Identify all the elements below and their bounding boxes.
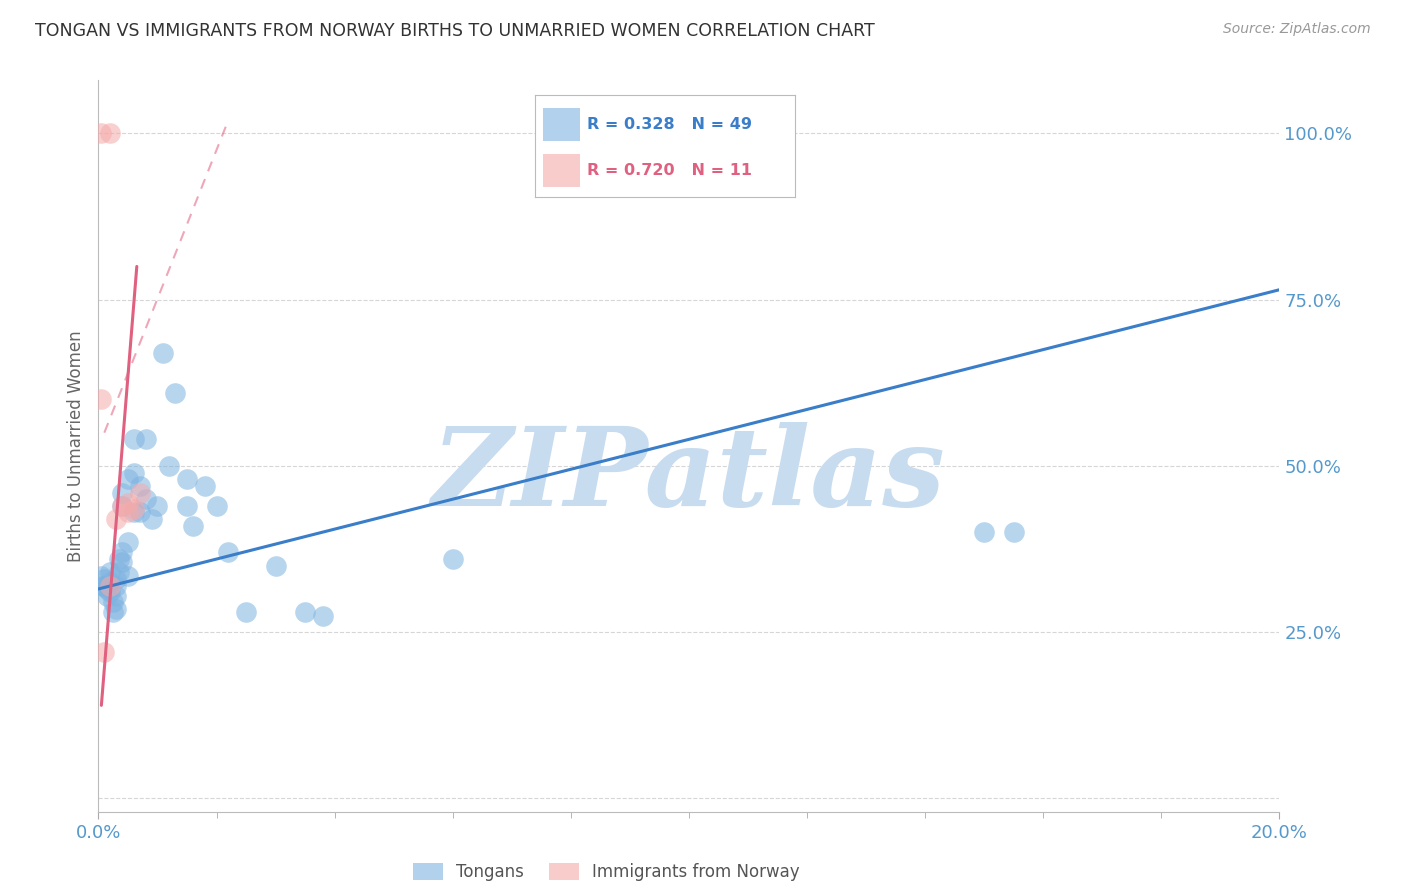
Point — [146, 499, 169, 513]
Point — [176, 499, 198, 513]
Point — [105, 572, 128, 586]
Point — [135, 492, 157, 507]
Point — [122, 466, 145, 480]
Point — [122, 506, 145, 520]
Point — [176, 472, 198, 486]
Point — [128, 506, 150, 520]
Point — [105, 602, 128, 616]
Point — [217, 545, 239, 559]
Point — [93, 572, 115, 586]
Point — [117, 506, 139, 520]
Point — [122, 502, 145, 516]
Point — [108, 552, 131, 566]
Point — [103, 605, 125, 619]
Point — [111, 555, 134, 569]
Point — [105, 589, 128, 603]
Point — [128, 479, 150, 493]
Point — [117, 568, 139, 582]
Point — [105, 579, 128, 593]
Point — [141, 512, 163, 526]
Point — [312, 608, 335, 623]
Point — [90, 127, 112, 141]
Point — [157, 458, 180, 473]
Point — [111, 485, 134, 500]
Text: ZIPatlas: ZIPatlas — [432, 422, 946, 529]
Point — [105, 512, 128, 526]
Point — [117, 495, 139, 509]
Point — [1002, 525, 1025, 540]
Point — [96, 589, 118, 603]
Point — [93, 645, 115, 659]
Point — [98, 585, 121, 599]
Point — [117, 535, 139, 549]
Legend: Tongans, Immigrants from Norway: Tongans, Immigrants from Norway — [406, 856, 807, 888]
Point — [117, 472, 139, 486]
Point — [103, 595, 125, 609]
Point — [294, 605, 316, 619]
Text: Source: ZipAtlas.com: Source: ZipAtlas.com — [1223, 22, 1371, 37]
Point — [111, 499, 134, 513]
Point — [93, 579, 115, 593]
Point — [165, 385, 187, 400]
Point — [98, 127, 121, 141]
Point — [152, 346, 174, 360]
Point — [91, 579, 114, 593]
Point — [90, 568, 112, 582]
Point — [135, 433, 157, 447]
Point — [441, 552, 464, 566]
Point — [973, 525, 995, 540]
Point — [98, 579, 121, 593]
Point — [111, 499, 134, 513]
Point — [98, 575, 121, 590]
Point — [181, 518, 204, 533]
Point — [98, 566, 121, 580]
Point — [194, 479, 217, 493]
Point — [90, 392, 112, 407]
Point — [264, 558, 287, 573]
Point — [108, 566, 131, 580]
Y-axis label: Births to Unmarried Women: Births to Unmarried Women — [66, 330, 84, 562]
Point — [111, 545, 134, 559]
Point — [235, 605, 257, 619]
Point — [96, 582, 118, 596]
Text: TONGAN VS IMMIGRANTS FROM NORWAY BIRTHS TO UNMARRIED WOMEN CORRELATION CHART: TONGAN VS IMMIGRANTS FROM NORWAY BIRTHS … — [35, 22, 875, 40]
Point — [128, 485, 150, 500]
Point — [205, 499, 228, 513]
Point — [122, 433, 145, 447]
